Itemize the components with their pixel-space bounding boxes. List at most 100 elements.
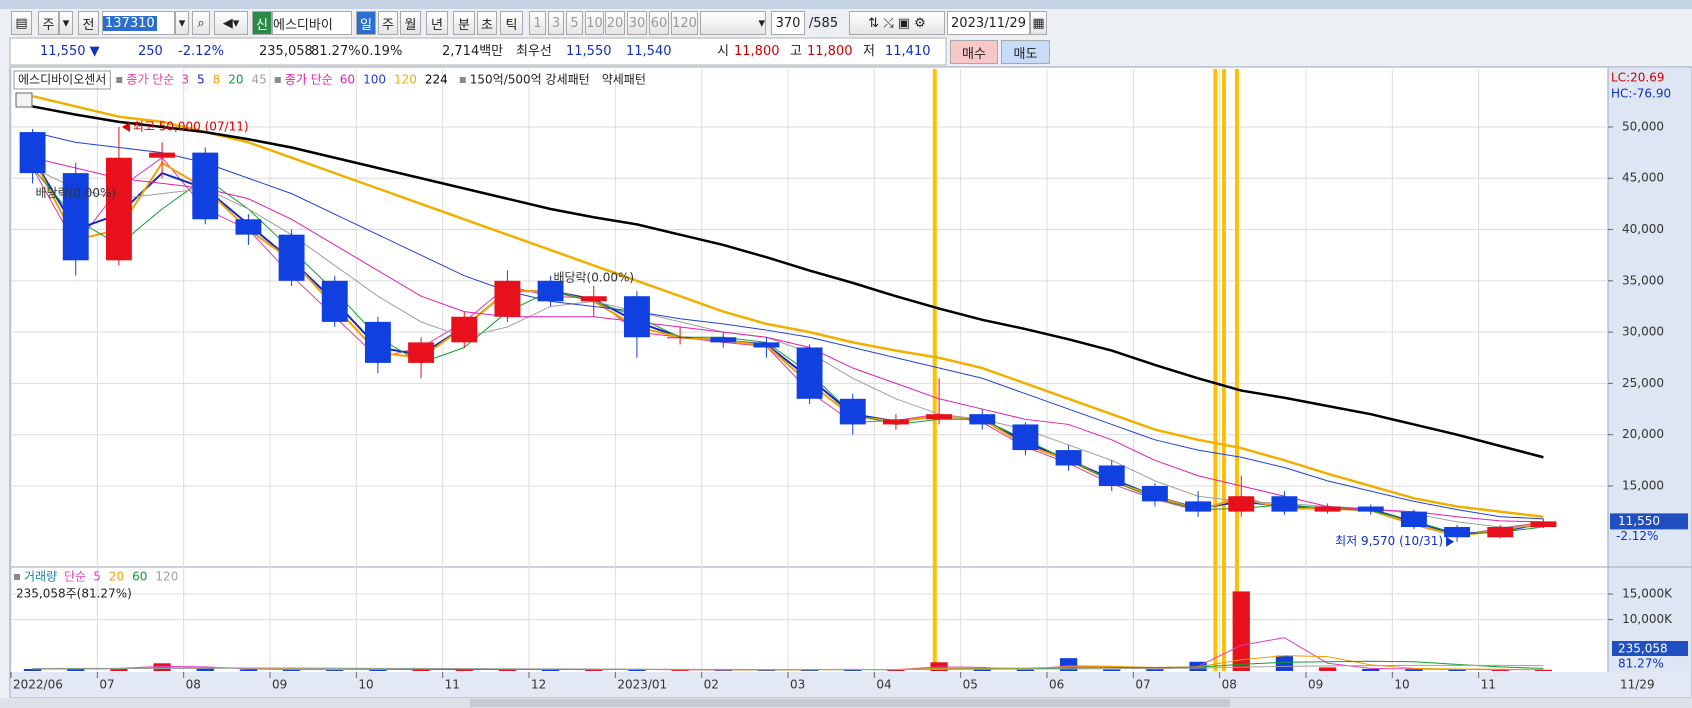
volume-bar <box>757 669 776 671</box>
moving-average-line <box>32 105 1544 459</box>
candle-body <box>321 280 348 322</box>
y-tick-label: 30,000 <box>1622 325 1664 339</box>
quote-volume: 235,058 <box>259 44 313 59</box>
candle-body <box>667 337 694 339</box>
candle-body <box>926 414 953 420</box>
interval-button[interactable]: 30 <box>627 11 647 35</box>
lc-label: LC:20.69 <box>1611 71 1664 85</box>
right-axis-area <box>1608 68 1691 672</box>
candle-body <box>149 152 176 158</box>
quote-change-pct: -2.12% <box>178 44 224 59</box>
legend-square <box>459 77 466 83</box>
dropdown-arrow[interactable]: ▾ <box>59 11 73 35</box>
volume-bar <box>844 669 862 671</box>
volume-bar <box>1318 667 1337 671</box>
legend-entry: 45 <box>252 73 267 87</box>
interval-button[interactable]: 5 <box>566 11 583 35</box>
candle-body <box>753 342 780 348</box>
buy-button[interactable]: 매수 <box>950 40 998 64</box>
period-button[interactable]: 분 <box>453 11 475 35</box>
volume-bar <box>110 667 128 671</box>
count-total: /585 <box>808 15 839 31</box>
x-tick-label: 2023/01 <box>617 678 667 692</box>
tool-icons[interactable]: ⇅ ⤯ ▣ ⚙ <box>849 11 945 35</box>
interval-select[interactable]: ▾ <box>700 11 766 35</box>
volume-bar <box>628 669 646 671</box>
candle-body <box>62 173 89 261</box>
candle-body <box>969 414 996 425</box>
period-button[interactable]: 틱 <box>500 11 523 35</box>
volume-bar <box>326 669 344 671</box>
candle-body <box>1314 506 1341 512</box>
x-tick-label: 11 <box>445 678 460 692</box>
legend-entry: 8 <box>213 73 221 87</box>
candle-body <box>1487 527 1514 538</box>
candle-body <box>278 234 305 281</box>
candle-body <box>882 419 909 425</box>
annotation: 배당락(0.00%) <box>35 186 116 200</box>
candle-body <box>192 152 219 220</box>
period-button[interactable]: 주 <box>378 11 398 35</box>
volume-bar <box>1534 669 1553 671</box>
quote-open: 11,800 <box>734 44 780 59</box>
volume-bar <box>455 669 473 671</box>
x-tick-label: 11 <box>1481 678 1496 692</box>
date-input[interactable]: 2023/11/29 <box>947 11 1030 35</box>
quote-ask: 11,550 <box>566 44 612 59</box>
legend-title: 에스디바이오센서 <box>18 73 106 87</box>
volume-bar <box>1362 668 1380 671</box>
mode-button[interactable]: 전 <box>78 11 99 35</box>
y-tick-label: 15,000 <box>1622 478 1664 492</box>
x-tick-label: 09 <box>272 678 287 692</box>
legend-entry: 20 <box>109 570 124 584</box>
candle-body <box>364 321 391 363</box>
legend-entry: 60 <box>132 570 147 584</box>
candle-body <box>105 157 132 261</box>
volume-bar <box>1491 669 1509 671</box>
period-button[interactable]: 초 <box>477 11 497 35</box>
interval-button[interactable]: 20 <box>605 11 625 35</box>
x-tick-label: 09 <box>1308 678 1323 692</box>
interval-button[interactable]: 120 <box>671 11 698 35</box>
period-button[interactable]: 년 <box>426 11 448 35</box>
volume-bar <box>412 669 430 671</box>
volume-bar <box>67 669 85 671</box>
search-button[interactable]: ⌕ <box>192 11 210 35</box>
candle-body <box>1185 501 1212 512</box>
speaker-button[interactable]: ◀▾ <box>214 11 248 35</box>
legend-entry: 150억/500억 강세패턴 <box>470 73 590 87</box>
count-input[interactable]: 370 <box>771 11 805 35</box>
period-button[interactable]: 일 <box>356 11 376 35</box>
candle-body <box>710 337 737 343</box>
tab-strip <box>0 0 1692 9</box>
scroll-thumb[interactable] <box>470 699 1230 707</box>
volume-bar <box>369 669 387 671</box>
volume-bar <box>1275 655 1294 671</box>
interval-button[interactable]: 3 <box>548 11 564 35</box>
open-label: 시 <box>717 44 729 59</box>
name-input[interactable]: 에스디바이 <box>272 11 352 35</box>
candle-body <box>1098 465 1125 486</box>
candle-body <box>580 296 607 302</box>
y-tick-label: 35,000 <box>1622 273 1664 287</box>
x-tick-label: 07 <box>99 678 114 692</box>
y-tick-label: 10,000K <box>1622 612 1673 626</box>
grid-icon[interactable] <box>15 92 33 108</box>
annotation-arrow <box>1446 536 1455 547</box>
period-button[interactable]: 월 <box>400 11 421 35</box>
hc-label: HC:-76.90 <box>1611 87 1671 101</box>
dropdown-arrow[interactable]: ▾ <box>175 11 189 35</box>
layout-button[interactable]: ▤ <box>11 11 32 35</box>
market-select[interactable]: 주 <box>38 11 59 35</box>
x-tick-label: 08 <box>1222 678 1237 692</box>
interval-button[interactable]: 10 <box>585 11 604 35</box>
code-input[interactable]: 137310 <box>102 11 175 35</box>
interval-button[interactable]: 1 <box>529 11 546 35</box>
price-badge-label: 11,550 <box>1618 514 1660 528</box>
calendar-button[interactable]: ▦ <box>1030 11 1047 35</box>
interval-button[interactable]: 60 <box>649 11 669 35</box>
volume-bar <box>282 669 301 671</box>
sell-button[interactable]: 매도 <box>1001 40 1050 64</box>
volume-bar <box>671 669 689 671</box>
